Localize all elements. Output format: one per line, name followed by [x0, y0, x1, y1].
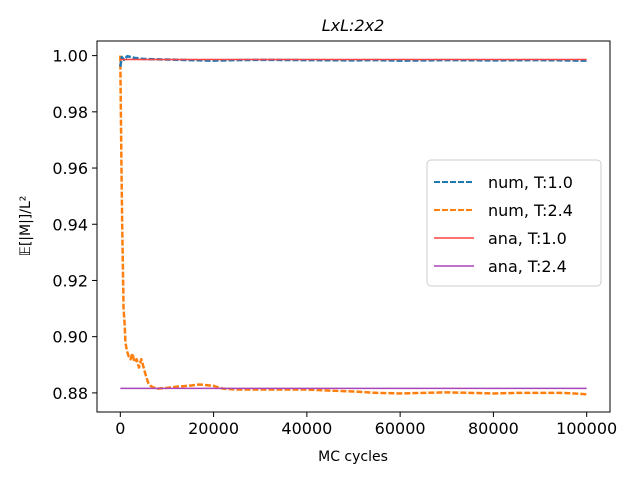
y-tick-label: 0.96 — [52, 159, 88, 178]
y-axis: 0.88 0.90 0.92 0.94 0.96 0.98 1.00 — [52, 47, 97, 403]
x-tick-label: 20000 — [188, 419, 239, 438]
x-tick-label: 0 — [115, 419, 125, 438]
y-tick-label: 0.90 — [52, 328, 88, 347]
y-tick-label: 0.98 — [52, 103, 88, 122]
legend-box — [426, 159, 602, 287]
x-tick-label: 60000 — [375, 419, 426, 438]
legend: num, T:1.0 num, T:2.4 ana, T:1.0 ana, T:2.4 — [426, 159, 602, 287]
y-tick-label: 0.94 — [52, 215, 88, 234]
x-axis: 0 20000 40000 60000 80000 100000 — [115, 412, 617, 438]
y-tick-label: 1.00 — [52, 47, 88, 66]
y-tick-label: 0.88 — [52, 384, 88, 403]
chart-title: LxL:2x2 — [322, 16, 385, 35]
legend-label: ana, T:2.4 — [488, 257, 567, 276]
legend-label: num, T:2.4 — [488, 201, 573, 220]
x-tick-label: 80000 — [468, 419, 519, 438]
y-tick-label: 0.92 — [52, 271, 88, 290]
plot-frame — [96, 40, 611, 413]
legend-label: ana, T:1.0 — [488, 229, 567, 248]
x-tick-label: 100000 — [556, 419, 617, 438]
legend-label: num, T:1.0 — [488, 173, 573, 192]
series-layer — [119, 54, 587, 396]
x-tick-label: 40000 — [281, 419, 332, 438]
series-line-0 — [119, 54, 587, 68]
x-axis-label: MC cycles — [318, 449, 388, 465]
y-axis-label: 𝔼[|M|]/L² — [18, 196, 34, 257]
